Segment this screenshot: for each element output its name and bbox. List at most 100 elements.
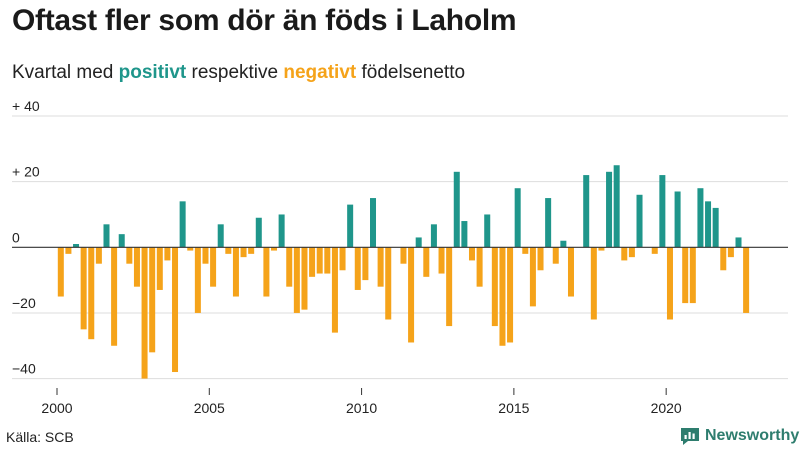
bar (293, 247, 300, 313)
bar (552, 247, 559, 264)
bar (674, 191, 681, 248)
bar (377, 247, 384, 287)
chart-title: Oftast fler som dör än föds i Laholm (12, 4, 517, 37)
bar (415, 237, 422, 248)
bar (522, 247, 529, 254)
bar (354, 247, 361, 290)
x-tick-label: 2015 (498, 400, 529, 416)
bar (529, 247, 536, 307)
bar (499, 247, 506, 346)
x-tick-label: 2010 (346, 400, 377, 416)
bar (286, 247, 293, 287)
bar (80, 247, 87, 330)
bar (507, 247, 514, 343)
bar (743, 247, 750, 313)
bar (484, 214, 491, 248)
y-tick-label: + 40 (12, 98, 40, 114)
bar (735, 237, 742, 248)
bar (689, 247, 696, 304)
bar (727, 247, 734, 258)
bar (705, 201, 712, 248)
bar (301, 247, 308, 310)
newsworthy-logo-icon (681, 428, 699, 445)
bar (370, 198, 377, 248)
y-tick-label: 0 (12, 229, 20, 245)
bar (194, 247, 201, 313)
y-tick-label: + 20 (12, 164, 40, 180)
bar (179, 201, 186, 248)
bar (720, 247, 727, 271)
bar (545, 198, 552, 248)
bar (560, 240, 567, 248)
bar (537, 247, 544, 271)
bar (225, 247, 232, 254)
bar (271, 247, 278, 251)
bar (65, 247, 72, 254)
bar (400, 247, 407, 264)
x-tick-label: 2000 (41, 400, 72, 416)
bar (476, 247, 483, 287)
bar (583, 175, 590, 248)
bar (430, 224, 437, 248)
bar (141, 247, 148, 379)
bar (682, 247, 689, 304)
bar (95, 247, 102, 264)
bar (347, 204, 354, 248)
bar (613, 165, 620, 248)
bar (468, 247, 475, 261)
bar (606, 171, 613, 248)
brand-logo: Newsworthy (680, 426, 799, 446)
bar (316, 247, 323, 274)
bar (324, 247, 331, 274)
bar (263, 247, 270, 297)
bar (408, 247, 415, 343)
bar (172, 247, 179, 373)
bar (187, 247, 194, 251)
bar (567, 247, 574, 297)
bar (423, 247, 430, 277)
bar (278, 214, 285, 248)
subtitle-prefix: Kvartal med (12, 62, 119, 83)
bar (156, 247, 163, 290)
chart-subtitle: Kvartal med positivt respektive negativt… (12, 62, 465, 84)
bar (309, 247, 316, 277)
y-tick-label: −40 (12, 361, 36, 377)
bar (651, 247, 658, 254)
bar (248, 247, 255, 254)
bar (232, 247, 239, 297)
bar (164, 247, 171, 261)
bar (659, 175, 666, 248)
bar (697, 188, 704, 248)
brand-name: Newsworthy (705, 427, 800, 444)
bar (149, 247, 156, 353)
subtitle-positive: positivt (118, 62, 187, 83)
bar (133, 247, 140, 287)
y-tick-label: −20 (12, 295, 36, 311)
subtitle-suffix: födelsenetto (356, 62, 466, 83)
bar (88, 247, 95, 340)
bar (240, 247, 247, 258)
bar (453, 171, 460, 248)
subtitle-middle: respektive (186, 62, 284, 83)
bar (57, 247, 64, 297)
bar (217, 224, 224, 248)
bar (590, 247, 597, 320)
subtitle-negative: negativt (283, 62, 357, 83)
source-label: Källa: SCB (6, 429, 74, 445)
bar (636, 194, 643, 248)
bar (111, 247, 118, 346)
bar (628, 247, 635, 258)
bar (255, 217, 262, 248)
bar (712, 207, 719, 248)
x-tick-label: 2005 (194, 400, 225, 416)
bar (438, 247, 445, 274)
x-tick-label: 2020 (651, 400, 682, 416)
bar (118, 234, 125, 248)
bar (491, 247, 498, 327)
bar (210, 247, 217, 287)
bar (598, 247, 605, 251)
bar (461, 221, 468, 248)
bar (103, 224, 110, 248)
bar (202, 247, 209, 264)
